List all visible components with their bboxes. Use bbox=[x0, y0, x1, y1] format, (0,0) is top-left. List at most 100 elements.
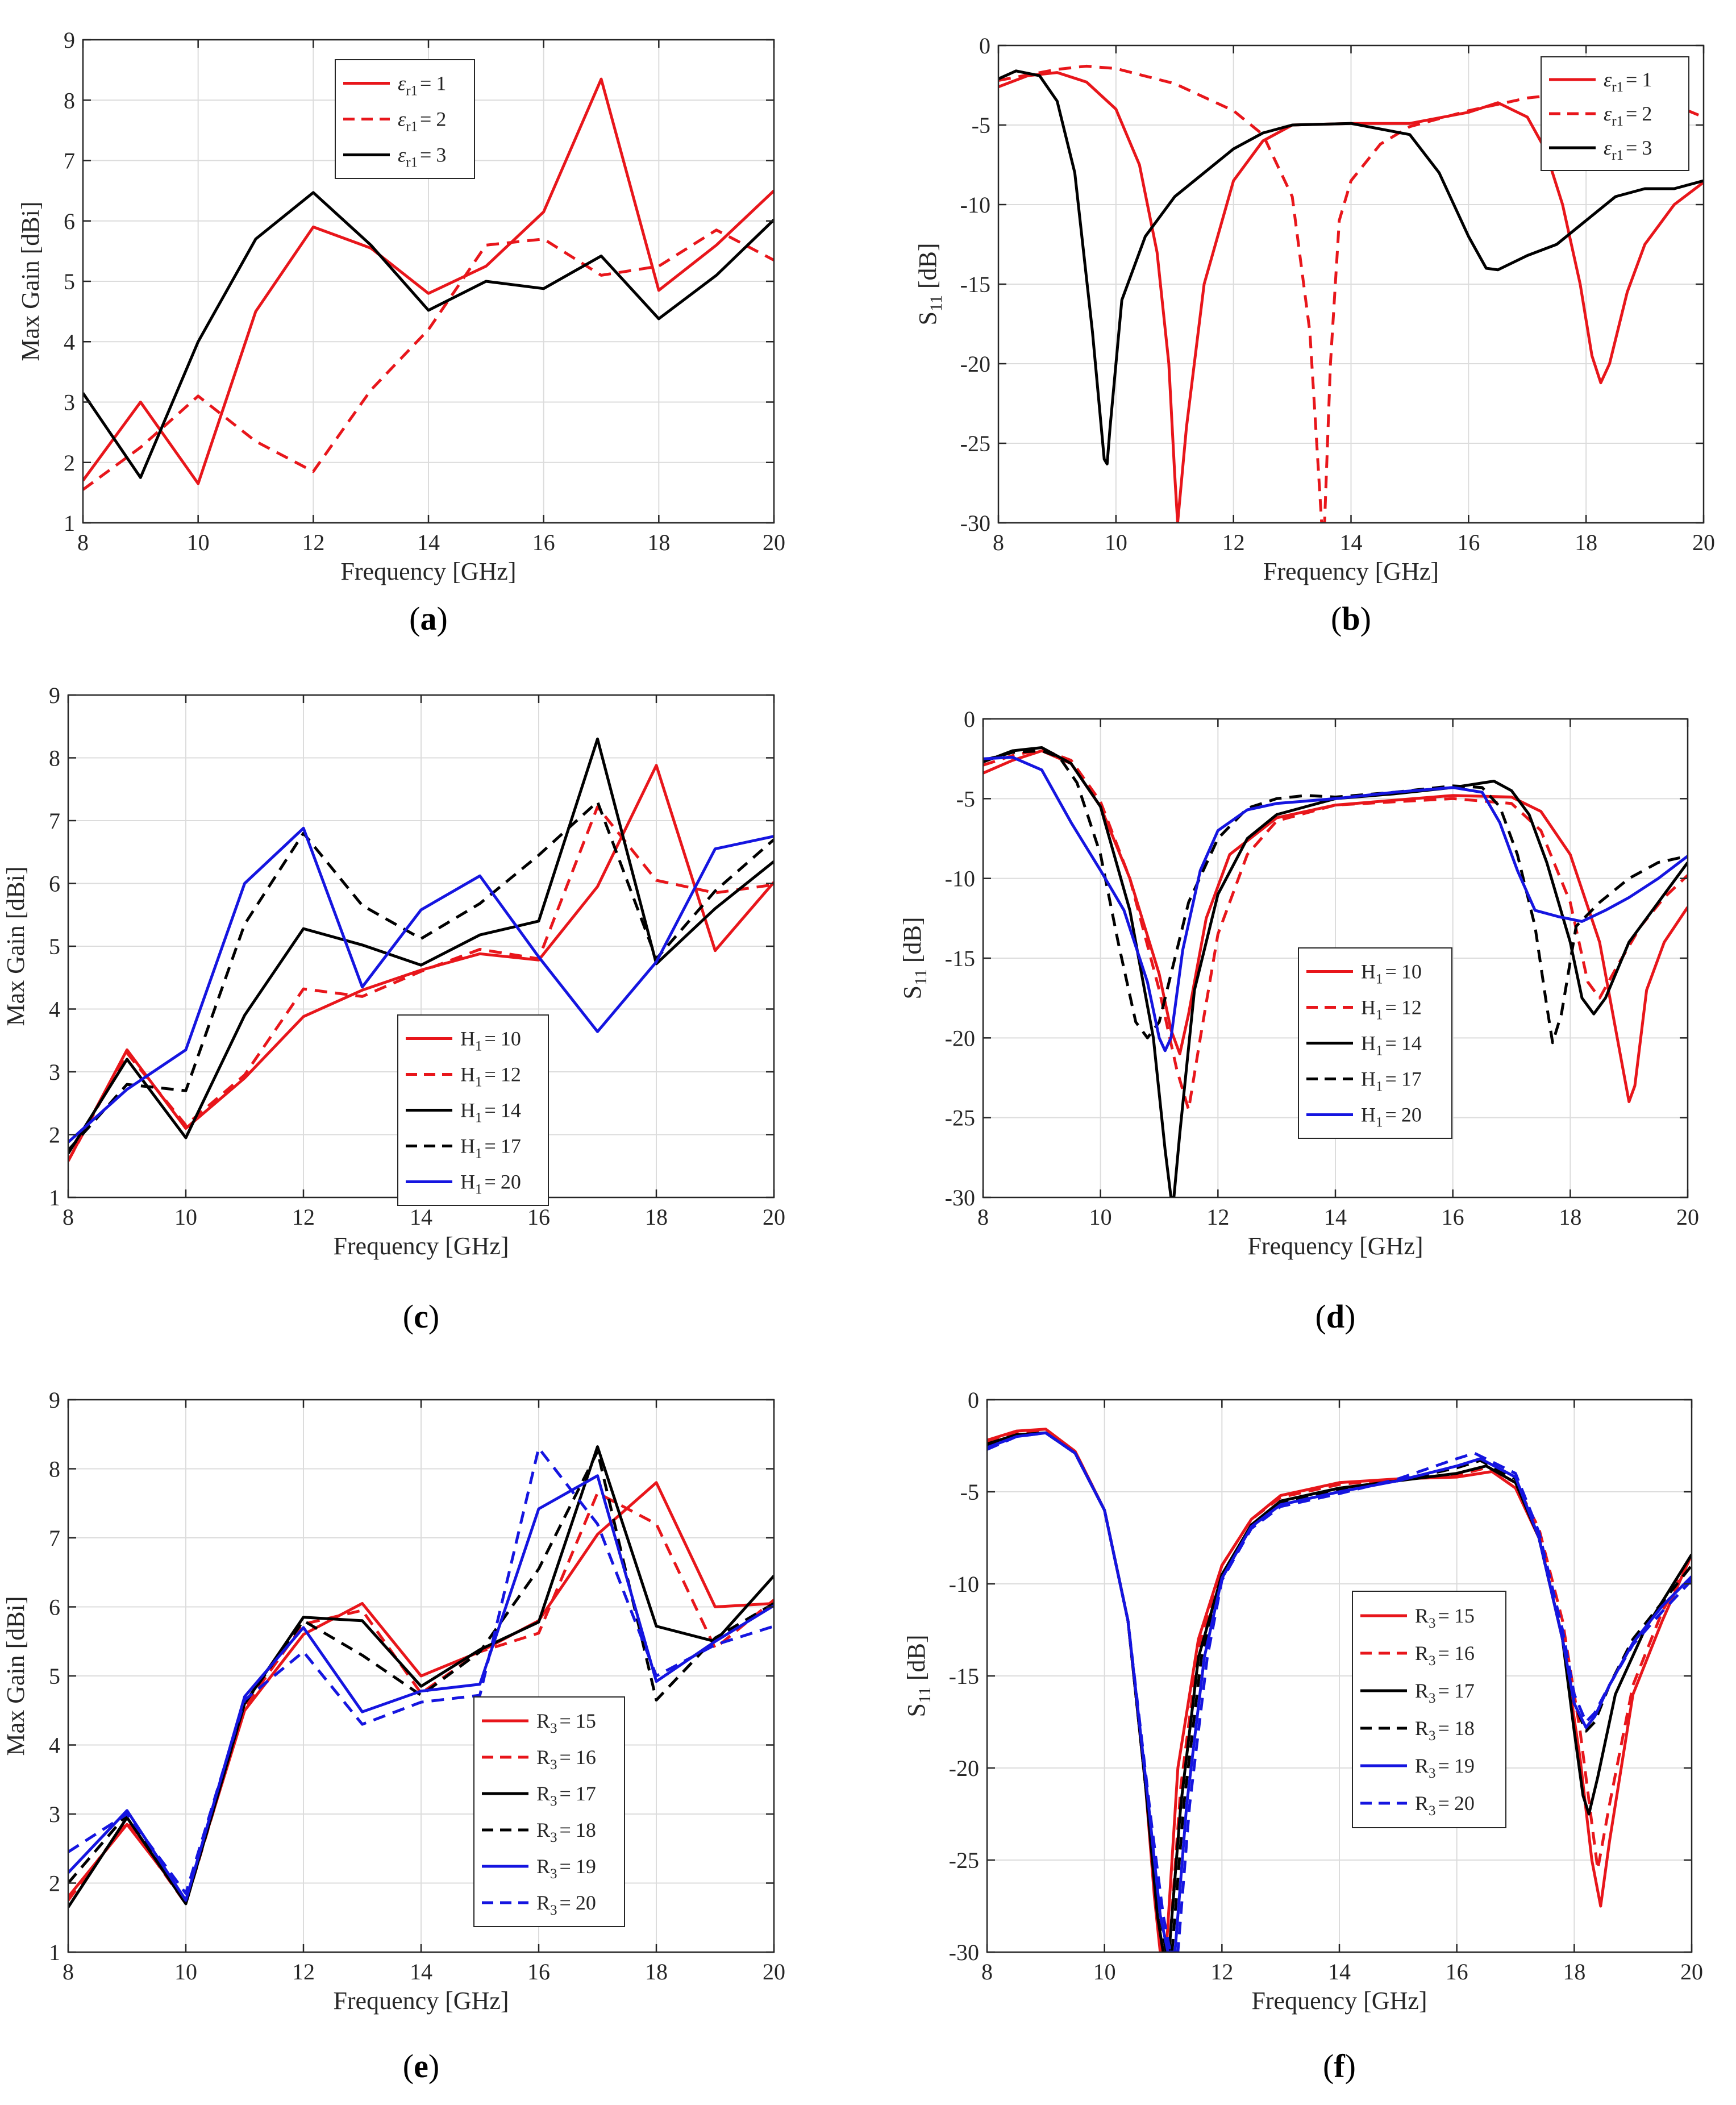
caption-paren-close: ) bbox=[428, 2048, 439, 2085]
x-axis-label: Frequency [GHz] bbox=[1263, 558, 1439, 585]
legend-symbol: ε bbox=[398, 144, 406, 167]
y-tick-label: 7 bbox=[64, 148, 75, 174]
legend-value: 18 bbox=[1454, 1717, 1475, 1740]
legend-symbol: ε bbox=[1604, 136, 1612, 159]
legend-value: 15 bbox=[1454, 1604, 1475, 1627]
series-line-3-18 bbox=[68, 1450, 774, 1906]
y-tick-label: -15 bbox=[949, 1663, 979, 1689]
legend-subscript: 1 bbox=[475, 1110, 482, 1126]
legend-subscript: 3 bbox=[1429, 1803, 1436, 1819]
legend-symbol: H bbox=[1361, 1068, 1376, 1091]
panel-caption: (d) bbox=[1315, 1298, 1356, 1335]
ticks: 8 10 12 14 16 18 20 0 -5 -10 -15 -20 -25 -30 bbox=[945, 706, 1699, 1230]
y-tick-label: 9 bbox=[49, 683, 60, 708]
legend-value: 12 bbox=[1401, 996, 1422, 1019]
legend-subscript: 3 bbox=[550, 1794, 557, 1809]
x-axis-label: Frequency [GHz] bbox=[333, 1987, 509, 2015]
y-tick-label: 3 bbox=[64, 390, 75, 415]
x-axis-label: Frequency [GHz] bbox=[1247, 1232, 1423, 1260]
legend-operator: = bbox=[485, 1027, 496, 1050]
legend-value: 2 bbox=[1642, 102, 1652, 125]
x-tick-label: 12 bbox=[292, 1959, 315, 1985]
legend-label: H1 = 17 bbox=[1361, 1068, 1422, 1095]
legend-operator: = bbox=[560, 1782, 571, 1805]
y-tick-label: 2 bbox=[49, 1122, 60, 1148]
x-tick-label: 18 bbox=[1559, 1204, 1581, 1230]
legend-symbol: H bbox=[460, 1135, 475, 1158]
chart-panel-b: 8 10 12 14 16 18 200-5-10-15-20-25-30Frequency… bbox=[914, 33, 1715, 637]
legend-label: εr1 = 1 bbox=[1604, 68, 1652, 95]
series-group bbox=[987, 1428, 1692, 1952]
legend-subscript: 1 bbox=[1376, 972, 1383, 987]
legend-symbol: R bbox=[1415, 1642, 1429, 1665]
y-tick-label: 8 bbox=[49, 1457, 60, 1482]
legend-operator: = bbox=[1438, 1754, 1450, 1777]
legend-value: 14 bbox=[1401, 1032, 1422, 1055]
legend-subscript: 1 bbox=[475, 1039, 482, 1054]
legend-symbol: R bbox=[1415, 1754, 1429, 1777]
legend-symbol: H bbox=[1361, 1104, 1376, 1126]
legend-operator: = bbox=[420, 108, 431, 131]
series-line-1-14 bbox=[983, 746, 1688, 1197]
y-tick-label: 7 bbox=[49, 1525, 60, 1551]
legend-symbol: ε bbox=[398, 72, 406, 95]
legend-symbol: R bbox=[536, 1891, 550, 1914]
legend-symbol: H bbox=[460, 1099, 475, 1122]
legend-operator: = bbox=[485, 1171, 496, 1193]
legend-label: εr1 = 2 bbox=[1604, 102, 1652, 129]
y-axis-label-main: S bbox=[902, 1703, 930, 1717]
legend-subscript: 1 bbox=[1376, 1079, 1383, 1095]
x-tick-label: 14 bbox=[1340, 530, 1363, 555]
series-line-1-12 bbox=[983, 747, 1688, 1112]
legend-symbol: R bbox=[536, 1709, 550, 1732]
legend-operator: = bbox=[560, 1855, 571, 1878]
legend-operator: = bbox=[1385, 996, 1397, 1019]
legend-label: H1 = 17 bbox=[460, 1135, 521, 1162]
y-axis-label-sub: 11 bbox=[911, 969, 930, 985]
x-tick-label: 10 bbox=[174, 1204, 197, 1230]
legend-subscript: 3 bbox=[550, 1830, 557, 1845]
legend-label: H1 = 20 bbox=[460, 1171, 521, 1197]
panel-caption: (f) bbox=[1323, 2048, 1356, 2085]
y-tick-label: 9 bbox=[64, 27, 75, 53]
x-tick-label: 16 bbox=[527, 1204, 550, 1230]
y-tick-label: -5 bbox=[956, 786, 975, 812]
legend-box bbox=[473, 1696, 625, 1927]
legend-subscript: r1 bbox=[1612, 114, 1623, 129]
legend-box bbox=[1352, 1591, 1506, 1828]
legend-symbol: R bbox=[1415, 1792, 1429, 1815]
x-tick-label: 8 bbox=[977, 1204, 989, 1230]
legend-operator: = bbox=[1438, 1604, 1450, 1627]
legend-value: 2 bbox=[436, 108, 446, 131]
x-tick-label: 14 bbox=[1328, 1959, 1351, 1985]
x-tick-label: 18 bbox=[645, 1959, 668, 1985]
x-tick-label: 14 bbox=[417, 530, 440, 555]
legend-operator: = bbox=[485, 1099, 496, 1122]
y-tick-label: 5 bbox=[49, 1663, 60, 1689]
x-axis-label: Frequency [GHz] bbox=[333, 1232, 509, 1260]
x-tick-label: 10 bbox=[1089, 1204, 1112, 1230]
y-axis-label-sub: 11 bbox=[927, 295, 946, 311]
legend-operator: = bbox=[1385, 960, 1397, 983]
legend-value: 19 bbox=[1454, 1754, 1475, 1777]
legend-value: 10 bbox=[1401, 960, 1422, 983]
chart-panel-f: 8 10 12 14 16 18 20 0 -5 -10 -15 -20 -25 -30 Frequency… bbox=[902, 1387, 1703, 2085]
legend-value: 10 bbox=[501, 1027, 521, 1050]
legend-operator: = bbox=[1438, 1717, 1450, 1740]
legend-operator: = bbox=[1438, 1642, 1450, 1665]
legend-label: H1 = 10 bbox=[1361, 960, 1422, 987]
x-tick-label: 18 bbox=[645, 1204, 668, 1230]
legend-label: R3 = 17 bbox=[1415, 1679, 1475, 1706]
caption-letter: d bbox=[1326, 1298, 1344, 1335]
legend-label: εr1 = 3 bbox=[398, 144, 446, 170]
panel-caption: (b) bbox=[1331, 600, 1371, 637]
legend-box bbox=[1541, 56, 1689, 171]
legend-value: 3 bbox=[1642, 136, 1652, 159]
series-line-1-10 bbox=[983, 749, 1688, 1104]
legend-label: R3 = 17 bbox=[536, 1782, 596, 1809]
y-tick-label: 8 bbox=[64, 88, 75, 113]
legend-subscript: 3 bbox=[550, 1903, 557, 1918]
x-tick-label: 12 bbox=[1210, 1959, 1233, 1985]
